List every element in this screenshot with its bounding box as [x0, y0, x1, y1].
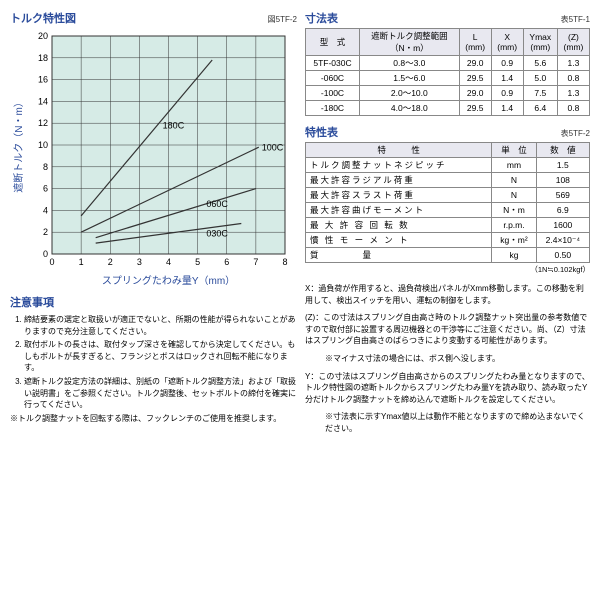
- svg-text:180C: 180C: [163, 121, 185, 131]
- table-row: -180C4.0～18.029.51.46.40.8: [306, 101, 590, 116]
- spec-title: 特性表: [305, 124, 338, 140]
- spec-fig-label: 表5TF-2: [561, 128, 590, 139]
- table-row: 最 大 許 容 回 転 数r.p.m.1600: [306, 218, 590, 233]
- dim-fig-label: 表5TF-1: [561, 14, 590, 25]
- right-note: Y：この寸法はスプリング自由高さからのスプリングたわみ量となりますので、トルク特…: [305, 371, 590, 406]
- svg-text:2: 2: [43, 227, 48, 237]
- table-header: 遮断トルク調整範囲（N・m）: [360, 29, 460, 56]
- right-note: X：過負荷が作用すると、過負荷検出パネルがXmm移動します。この移動を利用して、…: [305, 283, 590, 306]
- svg-text:20: 20: [38, 31, 48, 41]
- svg-text:14: 14: [38, 96, 48, 106]
- table-header: 特 性: [306, 143, 492, 158]
- dimension-table: 型 式遮断トルク調整範囲（N・m）L(mm)X(mm)Ymax(mm)(Z)(m…: [305, 28, 590, 116]
- table-row: 最大許容ラジアル荷重N108: [306, 173, 590, 188]
- svg-text:2: 2: [108, 257, 113, 267]
- table-row: 5TF-030C0.8～3.029.00.95.61.3: [306, 56, 590, 71]
- svg-text:16: 16: [38, 75, 48, 85]
- right-notes: X：過負荷が作用すると、過負荷検出パネルがXmm移動します。この移動を利用して、…: [305, 283, 590, 435]
- table-row: 最大許容曲げモーメントN・m6.9: [306, 203, 590, 218]
- table-header: 型 式: [306, 29, 360, 56]
- spec-table: 特 性単 位数 値トルク調整ナットネジピッチmm1.5最大許容ラジアル荷重N10…: [305, 142, 590, 263]
- svg-text:6: 6: [43, 184, 48, 194]
- right-note: ※マイナス寸法の場合には、ボス側へ没します。: [305, 353, 590, 365]
- table-row: トルク調整ナットネジピッチmm1.5: [306, 158, 590, 173]
- svg-text:030C: 030C: [206, 229, 228, 239]
- table-row: -060C1.5～6.029.51.45.00.8: [306, 71, 590, 86]
- table-header: Ymax(mm): [523, 29, 557, 56]
- svg-text:遮断トルク（N・m）: 遮断トルク（N・m）: [12, 97, 25, 193]
- note-item: 遮断トルク設定方法の詳細は、別紙の「遮断トルク調整方法」および「取扱い説明書」を…: [24, 376, 297, 411]
- notes-list: 締結要素の選定と取扱いが適正でないと、所期の性能が得られないことがありますので充…: [10, 314, 297, 411]
- svg-text:4: 4: [166, 257, 171, 267]
- svg-text:3: 3: [137, 257, 142, 267]
- svg-text:12: 12: [38, 118, 48, 128]
- table-header: 数 値: [536, 143, 589, 158]
- dim-title: 寸法表: [305, 10, 338, 26]
- table-header: (Z)(mm): [557, 29, 589, 56]
- note-item: 取付ボルトの長さは、取付タップ深さを確認してから決定してください。もしもボルトが…: [24, 339, 297, 374]
- notes-bullet: ※トルク調整ナットを回転する際は、フックレンチのご使用を推奨します。: [10, 413, 297, 425]
- svg-text:0: 0: [43, 249, 48, 259]
- svg-text:8: 8: [43, 162, 48, 172]
- svg-text:060C: 060C: [206, 199, 228, 209]
- right-note: ※寸法表に示すYmax値以上は動作不能となりますので締め込まないでください。: [305, 411, 590, 434]
- table-header: L(mm): [459, 29, 491, 56]
- svg-text:8: 8: [282, 257, 287, 267]
- right-note: (Z)：この寸法はスプリング自由高さ時のトルク調整ナット突出量の参考数値ですので…: [305, 312, 590, 347]
- svg-text:5: 5: [195, 257, 200, 267]
- svg-text:10: 10: [38, 140, 48, 150]
- torque-chart: 01234567802468101214161820180C100C060C03…: [10, 28, 293, 288]
- svg-text:0: 0: [49, 257, 54, 267]
- chart-fig-label: 図5TF-2: [268, 14, 297, 25]
- chart-title: トルク特性図: [10, 10, 76, 26]
- table-row: -100C2.0～10.029.00.97.51.3: [306, 86, 590, 101]
- svg-text:1: 1: [79, 257, 84, 267]
- svg-text:スプリングたわみ量Y（mm）: スプリングたわみ量Y（mm）: [102, 274, 235, 287]
- svg-text:4: 4: [43, 205, 48, 215]
- table-row: 質 量kg0.50: [306, 248, 590, 263]
- note-item: 締結要素の選定と取扱いが適正でないと、所期の性能が得られないことがありますので充…: [24, 314, 297, 337]
- svg-text:100C: 100C: [262, 142, 284, 152]
- table-row: 慣 性 モ ー メ ン トkg・m²2.4×10⁻⁴: [306, 233, 590, 248]
- table-row: 最大許容スラスト荷重N569: [306, 188, 590, 203]
- unit-note: （1N≒0.102kgf）: [305, 264, 590, 275]
- notes-title: 注意事項: [10, 296, 297, 312]
- table-header: 単 位: [492, 143, 536, 158]
- svg-text:18: 18: [38, 53, 48, 63]
- svg-text:6: 6: [224, 257, 229, 267]
- table-header: X(mm): [491, 29, 523, 56]
- svg-text:7: 7: [253, 257, 258, 267]
